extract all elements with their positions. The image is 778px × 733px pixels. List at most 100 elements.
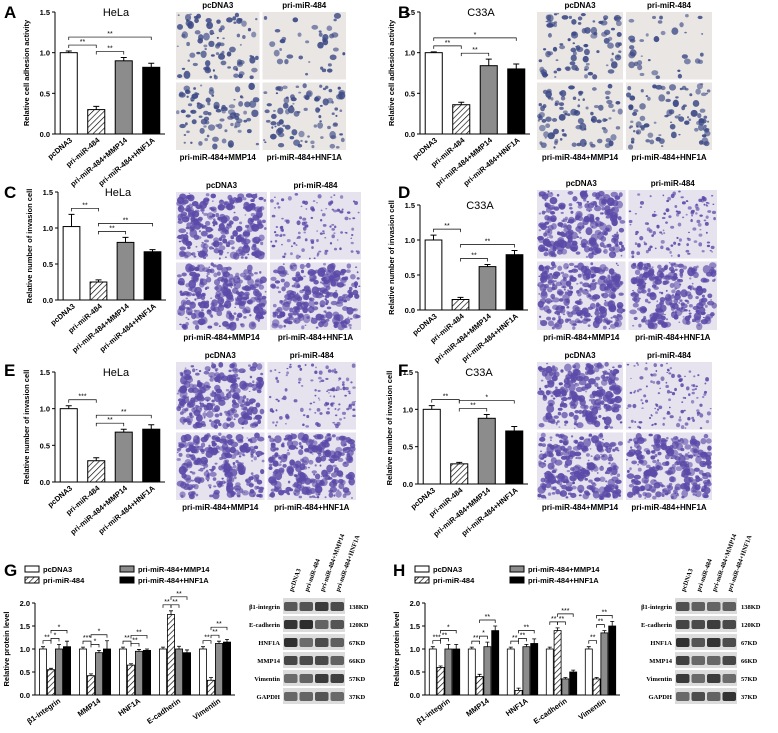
cell [293,489,300,496]
cell [194,267,199,272]
cell [221,278,227,282]
cell [319,85,322,88]
cell [685,427,687,429]
cell [611,28,615,31]
cell [227,223,231,226]
cell [673,100,679,107]
cell [547,14,554,21]
cell [704,204,706,206]
cell [269,396,271,398]
cell [198,469,200,471]
cell [189,14,192,16]
cell [338,403,340,405]
cell [290,136,295,139]
cell [603,319,608,323]
cell [307,135,310,137]
cell [287,467,293,474]
cell [185,389,187,390]
cell [634,421,636,423]
cell [253,417,255,419]
cell [697,414,699,416]
cell [322,320,328,327]
cell [330,395,332,396]
cell [274,435,281,443]
blot-size: 120KD [349,622,369,629]
cell [282,86,287,90]
bar [531,643,538,695]
cell [666,290,668,292]
error-bar [486,59,492,66]
cell [313,441,317,446]
image-label: pcDNA3 [202,1,234,10]
cell [335,115,337,117]
cell [671,311,677,318]
cell [219,481,223,485]
cell [281,286,286,291]
cell [713,217,716,220]
cell [604,197,606,198]
cell [245,401,250,406]
cell [213,69,215,71]
cell [324,237,326,238]
cell [577,104,580,107]
cell [552,375,558,381]
cell [637,288,645,293]
cell [183,234,189,241]
cell [703,279,710,283]
cell [687,253,690,255]
cell [697,374,699,376]
cell [657,459,659,462]
cell [554,70,558,73]
cell [336,146,340,149]
cell [564,134,567,137]
cell [683,104,687,107]
cell [278,143,284,147]
cell [649,140,654,145]
cell [305,73,308,76]
cell [328,63,332,66]
cell [618,494,621,497]
cell [201,250,207,256]
cell [309,460,314,465]
cell [213,209,217,213]
cell [274,126,276,128]
bar [484,647,491,695]
cell [552,118,557,122]
cell [178,312,182,314]
cell [352,308,358,312]
cell [564,464,568,468]
cell [231,362,237,369]
cell [339,247,341,250]
cell [539,103,542,106]
cell [323,39,329,45]
cell [207,135,210,138]
cell [615,42,620,48]
cell [177,452,179,453]
cell [700,438,706,444]
cell [547,89,552,93]
cell [593,20,596,22]
cell [643,394,646,397]
cell [325,378,328,380]
significance-label: * [485,395,488,402]
cell [667,390,670,394]
error-bar [105,641,109,649]
cell [210,194,216,199]
cell [177,458,181,461]
cell [349,327,351,329]
blot-band [331,674,345,683]
cell [200,104,205,108]
cell [217,123,222,129]
bar [425,53,442,134]
cell [200,313,202,315]
cell [600,454,602,455]
cell [240,291,243,293]
cell [313,200,316,202]
cell [637,193,640,196]
cell [635,213,637,215]
cell [610,134,616,140]
cell [339,418,342,420]
cell [548,132,555,139]
cell [679,378,683,381]
cell [193,408,195,410]
